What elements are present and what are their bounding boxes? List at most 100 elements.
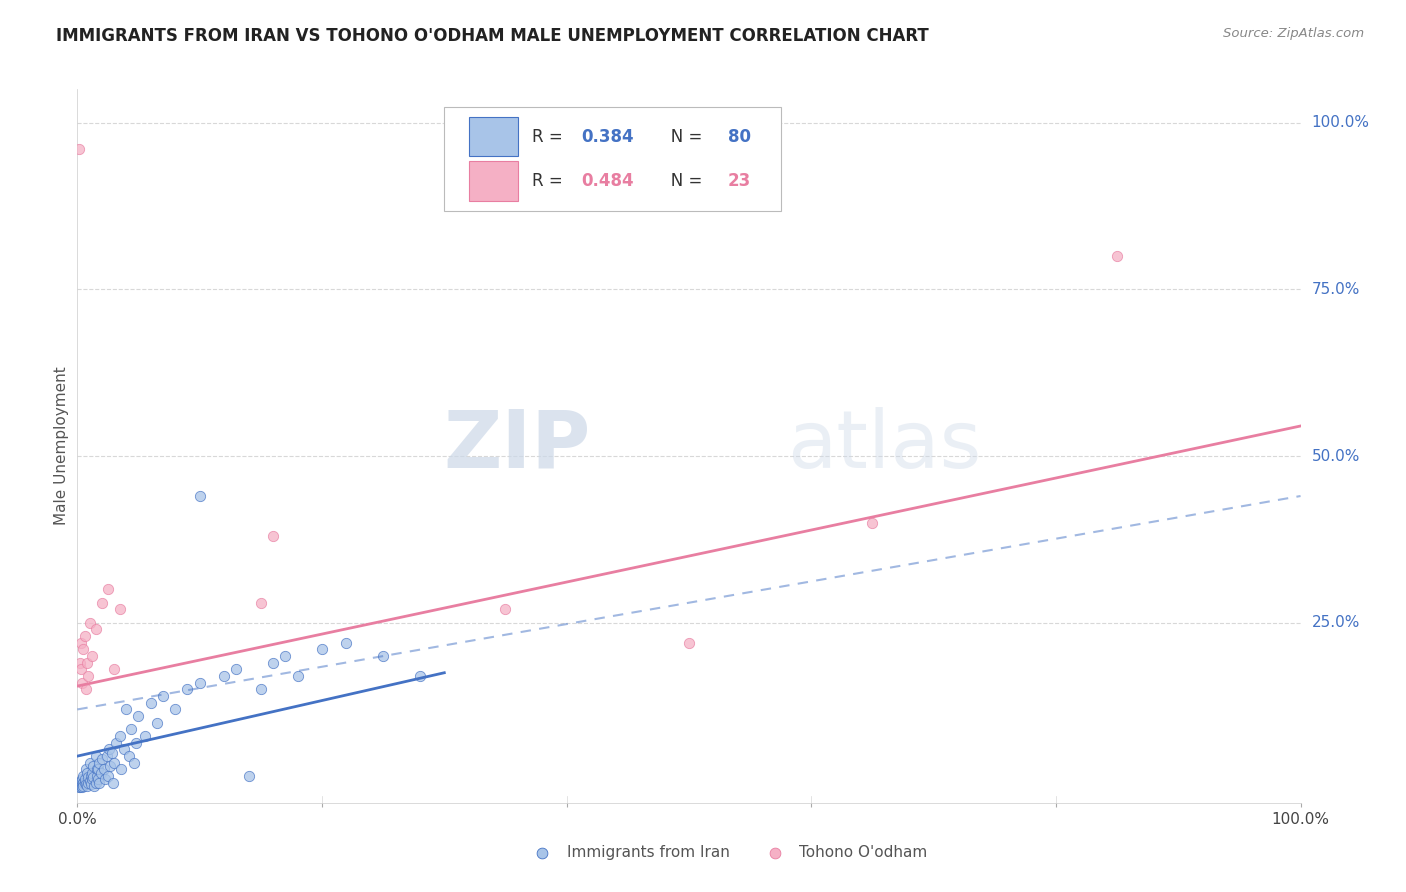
Text: Tohono O'odham: Tohono O'odham (799, 846, 928, 860)
Point (87, 763, 110, 777)
Point (96, 749, 118, 764)
Point (122, 756, 145, 770)
FancyBboxPatch shape (468, 117, 517, 156)
Point (120, 723, 142, 737)
Point (763, 829, 786, 843)
Text: N =: N = (655, 172, 707, 190)
Point (146, 715, 169, 730)
Point (98, 742, 121, 756)
Point (311, 642, 333, 657)
Point (335, 636, 357, 650)
Point (678, 636, 700, 650)
Point (86, 769, 108, 783)
Point (134, 729, 156, 743)
Point (212, 669, 235, 683)
Text: Source: ZipAtlas.com: Source: ZipAtlas.com (1223, 27, 1364, 40)
Point (1107, 249, 1129, 263)
Point (72, 642, 94, 657)
Point (76, 779, 98, 793)
Text: 23: 23 (728, 172, 751, 190)
Point (70, 662, 93, 676)
Point (238, 769, 260, 783)
Point (69, 779, 91, 793)
Point (90, 596, 112, 610)
Point (118, 749, 141, 764)
Point (69, 776, 91, 790)
Point (371, 649, 394, 664)
Point (77, 776, 100, 790)
Point (84, 623, 107, 637)
Point (70, 675, 93, 690)
Point (250, 596, 273, 610)
Point (72, 779, 94, 793)
Point (84, 776, 107, 790)
Point (188, 489, 211, 503)
Point (112, 742, 135, 756)
Point (97, 769, 120, 783)
Point (67, 777, 90, 791)
Point (127, 709, 149, 723)
Point (862, 516, 884, 530)
FancyBboxPatch shape (444, 107, 780, 211)
Text: ZIP: ZIP (444, 407, 591, 485)
Point (67, 780, 90, 795)
Point (409, 669, 432, 683)
Point (90, 752, 112, 766)
Y-axis label: Male Unemployment: Male Unemployment (53, 367, 69, 525)
Point (70, 774, 93, 789)
Point (67, 779, 90, 793)
Point (73, 629, 96, 643)
Point (103, 662, 125, 676)
Text: 25.0%: 25.0% (1312, 615, 1360, 631)
Text: 50.0%: 50.0% (1312, 449, 1360, 464)
Point (77, 771, 100, 785)
Point (83, 779, 105, 793)
Point (80, 772, 103, 787)
Point (105, 736, 128, 750)
Point (80, 649, 103, 664)
Point (531, 829, 554, 843)
Point (73, 772, 96, 787)
Text: 75.0%: 75.0% (1312, 282, 1360, 297)
Text: R =: R = (533, 128, 568, 145)
Text: 80: 80 (728, 128, 751, 145)
Point (262, 529, 284, 543)
Point (89, 776, 111, 790)
Point (80, 777, 103, 791)
Point (100, 746, 122, 760)
Point (75, 777, 97, 791)
Point (495, 602, 517, 616)
Point (139, 696, 162, 710)
Point (287, 669, 309, 683)
Point (115, 702, 138, 716)
Point (79, 756, 101, 770)
Text: N =: N = (655, 128, 707, 145)
Point (82, 771, 104, 785)
Text: 100.0%: 100.0% (1312, 115, 1369, 130)
Text: atlas: atlas (787, 407, 981, 485)
Point (225, 662, 247, 676)
Text: 0.484: 0.484 (581, 172, 634, 190)
Point (262, 656, 284, 670)
Point (70, 780, 93, 795)
Point (77, 669, 100, 683)
Point (94, 772, 117, 787)
Point (67, 142, 90, 156)
Point (125, 736, 148, 750)
Point (108, 729, 131, 743)
Point (70, 772, 93, 787)
Point (84, 749, 107, 764)
Point (72, 776, 94, 790)
Point (274, 649, 297, 664)
Point (101, 776, 124, 790)
Point (98, 759, 121, 773)
Point (70, 777, 93, 791)
Point (86, 763, 108, 777)
Text: Immigrants from Iran: Immigrants from Iran (567, 846, 730, 860)
Text: 0.384: 0.384 (581, 128, 634, 145)
Point (79, 615, 101, 630)
Point (176, 682, 198, 697)
Point (103, 756, 125, 770)
Point (152, 689, 174, 703)
Point (76, 656, 98, 670)
